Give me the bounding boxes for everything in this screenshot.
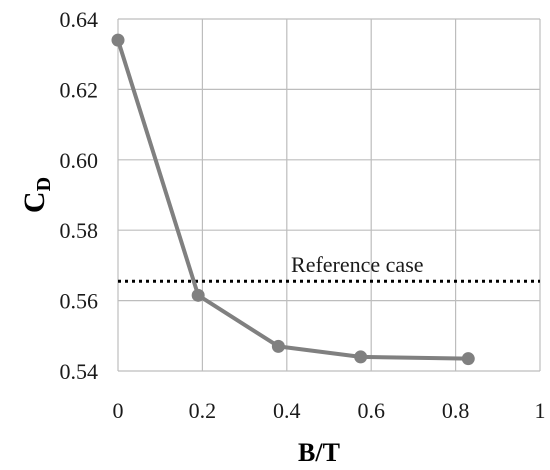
x-axis-title: B/T [298, 438, 340, 467]
data-point [354, 350, 368, 364]
data-point [461, 352, 475, 366]
y-axis-title-main: C [18, 191, 51, 213]
x-tick-label: 0.6 [357, 398, 385, 423]
series-line [116, 39, 469, 361]
y-tick-label: 0.62 [60, 77, 99, 102]
y-tick-label: 0.60 [60, 148, 99, 173]
y-axis-title-subscript: D [33, 177, 55, 191]
y-tick-label: 0.64 [60, 7, 99, 32]
x-tick-label: 0 [113, 398, 124, 423]
x-tick-label: 0.2 [189, 398, 217, 423]
reference-label: Reference case [291, 252, 424, 277]
y-tick-label: 0.56 [60, 289, 99, 314]
x-tick-label: 0.4 [273, 398, 301, 423]
grid [117, 18, 541, 372]
y-axis-title: CD [18, 177, 55, 213]
data-point [111, 33, 125, 47]
x-tick-label: 1 [535, 398, 546, 423]
y-tick-label: 0.54 [60, 359, 99, 384]
series-group [111, 33, 475, 366]
y-tick-labels: 0.54 0.56 0.58 0.60 0.62 0.64 [60, 7, 99, 384]
y-tick-label: 0.58 [60, 218, 99, 243]
data-point [271, 339, 285, 353]
x-tick-label: 0.8 [442, 398, 470, 423]
x-tick-labels: 0 0.2 0.4 0.6 0.8 1 [113, 398, 546, 423]
data-point [191, 288, 205, 302]
reference-line-group: Reference case [118, 252, 540, 283]
